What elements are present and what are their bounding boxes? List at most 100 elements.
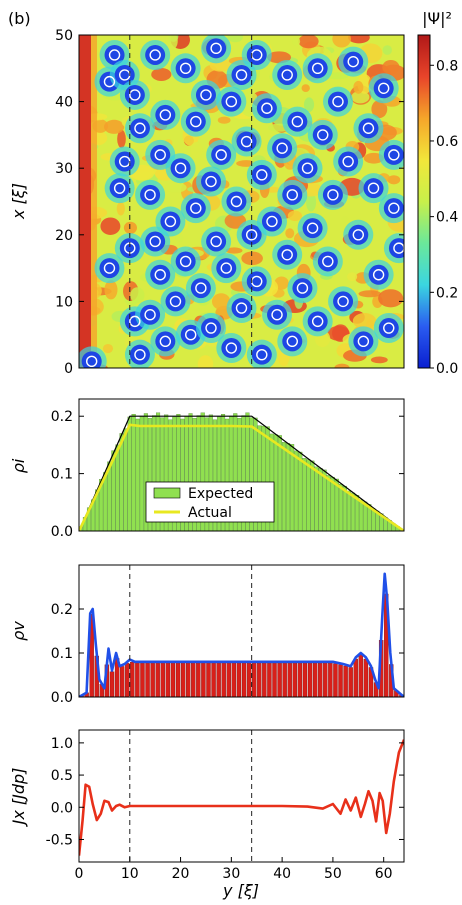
rho-v-bar <box>277 663 282 697</box>
rho-v-bar <box>125 663 130 697</box>
vortex-core <box>231 64 252 85</box>
rho-v-bar <box>348 667 353 697</box>
vortex-marker <box>129 315 141 328</box>
vortex-core <box>104 44 125 65</box>
vortex-core <box>317 251 338 272</box>
heatmap-field <box>79 35 404 368</box>
heatmap-y-tick-label: 0 <box>64 361 73 377</box>
vortex-core <box>297 158 318 179</box>
jx-x-tick-label: 60 <box>375 866 393 882</box>
vortex-marker <box>240 135 253 148</box>
vortex-marker <box>235 302 248 314</box>
vortex-marker <box>103 262 116 274</box>
vortex-core <box>282 184 303 205</box>
vortex-core <box>190 278 211 299</box>
rho-v-bar <box>252 663 257 697</box>
expected-bar <box>156 412 161 531</box>
expected-bar <box>273 434 278 531</box>
vortex-core <box>170 158 191 179</box>
field-blob <box>211 293 231 310</box>
jx-panel: -0.5 0.0 0.5 1.0 0 10 20 30 40 50 60 Jx [Jdp] y [… <box>9 729 405 900</box>
expected-bar <box>322 469 327 531</box>
field-blob <box>358 290 382 298</box>
jx-y-tick-label: -0.5 <box>46 832 73 848</box>
rho-v-bar <box>175 663 181 697</box>
expected-bar <box>221 414 226 531</box>
vortex-core <box>155 331 176 352</box>
vortex-marker <box>322 255 334 268</box>
expected-bar <box>131 414 136 531</box>
vortex-marker <box>388 149 400 161</box>
jx-x-tick-label: 30 <box>222 866 240 882</box>
field-blob <box>363 152 384 164</box>
vortex-marker <box>301 162 314 174</box>
rho-v-panel: 0.0 0.1 0.2 ρv <box>9 564 405 706</box>
expected-bar <box>123 428 128 531</box>
field-blob <box>287 210 303 222</box>
vortex-marker <box>296 282 309 294</box>
rho-i-y-tick-label: 0.2 <box>51 409 73 425</box>
vortex-core <box>150 264 171 285</box>
vortex-marker <box>342 155 354 168</box>
vortex-marker <box>271 309 283 321</box>
colorbar-tick-label: 0.0 <box>436 361 458 377</box>
vortex-marker <box>281 249 293 261</box>
vortex-core <box>246 44 267 65</box>
field-blob <box>104 280 118 300</box>
field-blob <box>103 119 125 134</box>
vortex-core <box>129 344 150 365</box>
expected-bar <box>233 413 238 531</box>
vortex-core <box>363 178 384 199</box>
vortex-core <box>140 184 161 205</box>
jx-x-tick-label: 40 <box>273 866 291 882</box>
vortex-marker <box>276 142 288 154</box>
field-blob <box>298 35 319 49</box>
rho-v-bar <box>206 663 211 697</box>
vortex-core <box>180 324 201 345</box>
vortex-marker <box>185 329 197 341</box>
expected-bar <box>172 416 177 531</box>
rho-v-y-tick-label: 0.0 <box>51 690 73 706</box>
rho-v-bar <box>297 663 303 697</box>
expected-bar <box>188 413 193 531</box>
expected-bar <box>265 426 270 531</box>
colorbar-tick-label: 0.6 <box>436 134 458 150</box>
field-blob <box>292 36 301 46</box>
field-blob <box>332 35 351 48</box>
vortex-marker <box>235 69 248 81</box>
vortex-core <box>160 211 181 232</box>
vortex-core <box>206 231 227 252</box>
rho-i-y-tick-label: 0.1 <box>51 467 73 483</box>
rho-v-bar <box>353 658 358 697</box>
vortex-marker <box>225 95 238 108</box>
vortex-marker <box>306 222 319 234</box>
rho-v-frame <box>78 564 405 698</box>
vortex-core <box>261 211 282 232</box>
rho-v-bar <box>287 663 292 697</box>
expected-bar <box>127 416 132 531</box>
field-blob <box>348 35 370 44</box>
jx-x-tick-label: 0 <box>75 866 84 882</box>
vortex-marker <box>230 195 243 208</box>
expected-bar <box>204 417 209 531</box>
vortex-core <box>277 244 298 265</box>
vortex-marker <box>261 102 273 114</box>
vortex-marker <box>134 348 146 361</box>
vortex-core <box>343 51 364 72</box>
expected-bar <box>119 433 124 531</box>
vortex-marker <box>200 89 212 101</box>
vortex-core <box>175 58 196 79</box>
vortex-markers <box>85 42 404 368</box>
field-blob <box>227 35 243 43</box>
vortex-marker <box>149 49 161 61</box>
rho-v-bar <box>302 663 308 697</box>
vortex-core <box>140 304 161 325</box>
vortex-core <box>251 344 272 365</box>
vortex-marker <box>134 122 146 134</box>
vortex-core <box>256 98 277 119</box>
field-blob <box>151 67 172 81</box>
vortex-core <box>307 311 328 332</box>
rho-i-y-label: ρi <box>9 458 28 473</box>
vortex-core <box>383 198 404 219</box>
vortex-marker <box>205 322 217 334</box>
